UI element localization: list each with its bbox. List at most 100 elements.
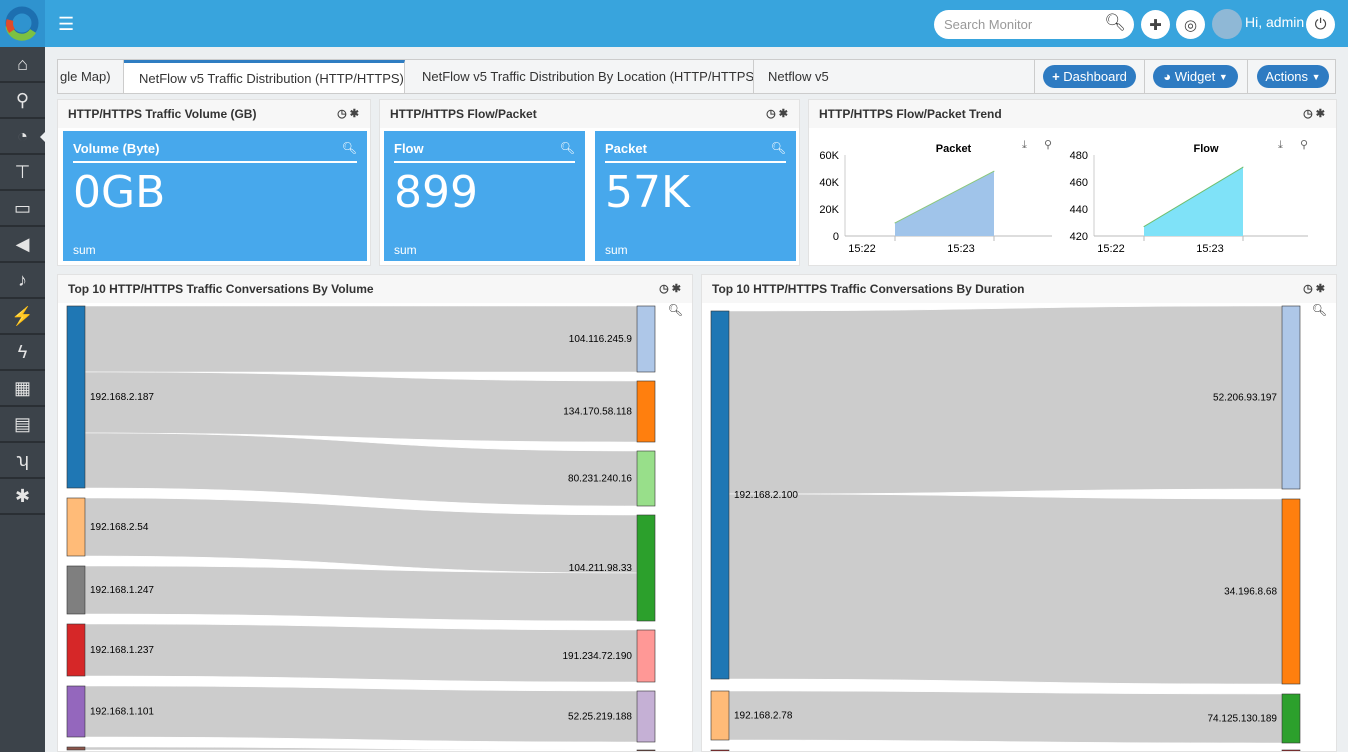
sidebar-item-sitemap[interactable]: ⊤ [0,155,45,191]
sidebar-item-monitor[interactable]: ▭ [0,191,45,227]
search-icon[interactable]: 🔍︎ [1311,303,1327,317]
sidebar-item-bell[interactable]: ♪ [0,263,45,299]
tab-netflow-v5[interactable]: Netflow v5 [754,60,834,93]
search-icon[interactable]: 🔍︎ [341,141,357,155]
y-tick-label: 440 [1070,204,1088,216]
target-node-label: 52.206.93.197 [1213,393,1277,404]
card-value: 57K [605,167,690,218]
sankey-source-node[interactable] [66,623,86,677]
sankey-source-node[interactable] [66,685,86,738]
sankey-target-node[interactable] [636,450,656,507]
app-logo[interactable] [0,0,45,47]
sidebar-item-bullhorn[interactable]: ◀ [0,227,45,263]
sankey-link[interactable] [84,432,638,507]
gear-icon[interactable]: ✱ [349,108,362,120]
sidebar-item-plug[interactable]: ⚡ [0,299,45,335]
avatar[interactable] [1212,9,1242,39]
sankey-link[interactable] [84,623,638,683]
sankey-source-node[interactable] [66,497,86,557]
sankey-target-node[interactable] [1281,498,1301,685]
y-tick-label: 20K [819,204,839,216]
clock-icon[interactable]: ◷ [659,283,672,295]
clock-icon[interactable]: ◷ [1303,283,1316,295]
sankey-target-node[interactable] [636,749,656,751]
dashboard-tabs: gle Map) NetFlow v5 Traffic Distribution… [57,59,1336,94]
zoom-icon[interactable]: ⚲ [1300,139,1308,151]
data-point[interactable] [894,222,896,224]
sidebar-item-bolt[interactable]: ϟ [0,335,45,371]
sankey-link[interactable] [84,746,638,751]
sankey-link[interactable] [84,371,638,443]
sankey-link[interactable] [84,497,638,574]
source-node-label: 192.168.1.247 [90,585,154,596]
sidebar-item-calendar[interactable]: ▦ [0,371,45,407]
sankey-source-node[interactable] [66,746,86,751]
download-icon[interactable]: ⤓ [1022,139,1027,151]
actions-dropdown-button[interactable]: Actions ▼ [1257,65,1329,88]
sankey-link[interactable] [84,565,638,622]
first-aid-kit-icon[interactable]: ✚ [1141,10,1170,39]
target-node-label: 134.170.58.118 [563,407,632,418]
card-label: Packet [605,141,786,163]
calendar-icon: ▦ [13,377,31,398]
sankey-target-node[interactable] [636,629,656,683]
sankey-target-node[interactable] [636,305,656,373]
gear-icon[interactable]: ✱ [778,108,791,120]
sankey-link[interactable] [728,690,1283,744]
sidebar-item-home[interactable]: ⌂ [0,47,45,83]
data-point[interactable] [993,170,995,172]
sankey-link[interactable] [728,493,1283,685]
sankey-source-node[interactable] [710,749,730,751]
plus-icon: + [1052,69,1060,84]
sankey-source-node[interactable] [66,305,86,489]
search-icon[interactable]: 🔍︎ [1104,13,1126,32]
clock-icon[interactable]: ◷ [337,108,350,120]
sankey-link[interactable] [728,305,1283,495]
search-icon[interactable]: 🔍︎ [559,141,575,155]
download-icon[interactable]: ⤓ [1278,139,1283,151]
menu-toggle-icon[interactable]: ☰ [58,14,75,34]
search-monitor-input[interactable]: Search Monitor 🔍︎ [934,10,1134,39]
sankey-target-node[interactable] [1281,749,1301,751]
sidebar-item-branch[interactable]: ʮ [0,443,45,479]
tab-traffic-distribution[interactable]: NetFlow v5 Traffic Distribution (HTTP/HT… [124,60,405,93]
tab-traffic-by-location[interactable]: NetFlow v5 Traffic Distribution By Locat… [405,60,754,93]
widget-title: Top 10 HTTP/HTTPS Traffic Conversations … [712,282,1025,296]
sankey-source-node[interactable] [710,690,730,741]
sankey-target-node[interactable] [1281,305,1301,490]
tab-label: NetFlow v5 Traffic Distribution (HTTP/HT… [139,70,404,86]
power-icon[interactable]: ⏻ [1306,10,1335,39]
zoom-icon[interactable]: ⚲ [1044,139,1052,151]
sankey-source-node[interactable] [66,565,86,615]
data-point[interactable] [1242,166,1244,168]
source-node-label: 192.168.2.54 [90,522,149,533]
search-icon[interactable]: 🔍︎ [667,303,683,317]
sankey-target-node[interactable] [636,380,656,443]
x-tick-label: 15:23 [947,243,975,255]
sankey-link[interactable] [84,685,638,743]
flow-packet-trend-widget: HTTP/HTTPS Flow/Packet Trend ◷✱ Packet ⤓ ⚲ 0… [808,99,1337,266]
packet-card: Packet 🔍︎ 57K sum [595,131,796,261]
sankey-source-node[interactable] [710,310,730,680]
gear-icon[interactable]: ✱ [1315,283,1328,295]
sidebar-item-search[interactable]: ⚲ [0,83,45,119]
card-aggregate: sum [73,243,96,257]
sidebar-item-dashboard[interactable]: ◔ [0,119,46,155]
gear-icon[interactable]: ✱ [671,283,684,295]
sankey-target-node[interactable] [636,690,656,743]
tab-google-map[interactable]: gle Map) [58,60,124,93]
data-point[interactable] [1143,226,1145,228]
sankey-target-node[interactable] [1281,693,1301,744]
lifebuoy-icon[interactable]: ◎ [1176,10,1205,39]
sankey-target-node[interactable] [636,514,656,622]
clock-icon[interactable]: ◷ [1303,108,1316,120]
add-dashboard-button[interactable]: + Dashboard [1043,65,1136,88]
search-icon[interactable]: 🔍︎ [770,141,786,155]
widget-dropdown-button[interactable]: ◕ Widget ▼ [1153,65,1238,88]
gear-icon[interactable]: ✱ [1315,108,1328,120]
sidebar-item-file[interactable]: ▤ [0,407,45,443]
user-greeting[interactable]: Hi, admin [1245,14,1305,30]
clock-icon[interactable]: ◷ [766,108,779,120]
sankey-link[interactable] [84,305,638,373]
sidebar-item-gear[interactable]: ✱ [0,479,45,515]
